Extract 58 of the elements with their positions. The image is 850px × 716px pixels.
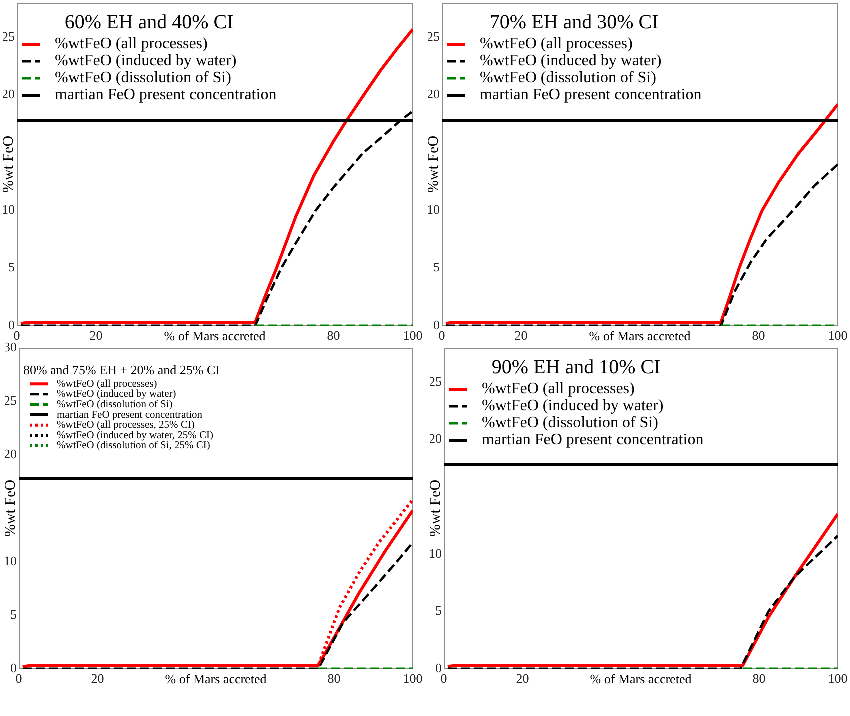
x-tick-label: 80 bbox=[752, 671, 766, 686]
y-axis-title: %wt FeO bbox=[0, 136, 17, 194]
y-tick-label: 0 bbox=[10, 660, 17, 676]
x-axis-title: % of Mars accreted bbox=[164, 328, 266, 344]
y-tick-label: 10 bbox=[429, 546, 442, 561]
legend-label: %wtFeO (dissolution of Si) bbox=[55, 70, 232, 87]
y-tick-label: 5 bbox=[8, 260, 15, 275]
legend-label: %wtFeO (all processes) bbox=[480, 36, 633, 53]
y-tick-label: 5 bbox=[434, 260, 440, 275]
x-axis-title: % of Mars accreted bbox=[165, 671, 268, 686]
x-tick-label: 20 bbox=[90, 328, 103, 344]
x-tick-label: 20 bbox=[514, 328, 528, 344]
y-tick-label: 0 bbox=[8, 317, 15, 332]
x-tick-label: 20 bbox=[516, 671, 530, 686]
y-axis-title: %wt FeO bbox=[428, 480, 444, 538]
y-tick-label: 5 bbox=[10, 606, 17, 622]
legend-label: martian FeO present concentration bbox=[57, 410, 204, 421]
line-series bbox=[444, 163, 838, 326]
legend-label: %wtFeO (dissolution of Si, 25% CI) bbox=[57, 440, 211, 452]
y-tick-label: 10 bbox=[4, 553, 17, 568]
y-tick-label: 0 bbox=[434, 317, 440, 332]
legend-label: %wtFeO (dissolution of Si) bbox=[480, 70, 656, 87]
legend-label: %wtFeO (induced by water) bbox=[57, 389, 177, 400]
legend-label: %wtFeO (dissolution of Si) bbox=[57, 400, 174, 410]
legend-label: %wtFeO (induced by water, 25% CI) bbox=[57, 430, 214, 442]
legend-label: %wtFeO (all processes, 25% CI) bbox=[57, 420, 196, 432]
x-tick-label: 80 bbox=[327, 328, 340, 344]
y-axis-title: %wt FeO bbox=[2, 480, 19, 538]
x-axis-title: % of Mars accreted bbox=[589, 328, 692, 344]
legend-label: %wtFeO (all processes) bbox=[57, 378, 158, 390]
legend-label: %wtFeO (dissolution of Si) bbox=[482, 414, 658, 432]
x-tick-label: 100 bbox=[828, 328, 848, 344]
y-tick-label: 0 bbox=[436, 660, 442, 676]
line-series bbox=[20, 110, 413, 326]
x-tick-label: 80 bbox=[328, 671, 341, 686]
y-axis-title: %wt FeO bbox=[426, 136, 442, 194]
line-series bbox=[22, 542, 413, 669]
y-tick-label: 10 bbox=[2, 202, 15, 218]
legend-label: %wtFeO (induced by water) bbox=[480, 52, 662, 70]
x-tick-label: 100 bbox=[403, 671, 423, 686]
legend-label: %wtFeO (all processes) bbox=[55, 36, 208, 53]
legend-label: martian FeO present concentration bbox=[55, 86, 277, 104]
legend-title: 70% EH and 30% CI bbox=[490, 11, 659, 34]
legend-title: 90% EH and 10% CI bbox=[492, 356, 661, 378]
x-tick-label: 100 bbox=[403, 328, 423, 344]
legend-label: martian FeO present concentration bbox=[482, 432, 704, 449]
y-tick-label: 5 bbox=[436, 603, 442, 618]
legend-title: 60% EH and 40% CI bbox=[64, 11, 234, 34]
x-axis-title: % of Mars accreted bbox=[590, 671, 692, 686]
legend-title: 80% and 75% EH + 20% and 25% CI bbox=[23, 362, 220, 378]
x-tick-label: 80 bbox=[752, 328, 766, 344]
x-tick-label: 20 bbox=[91, 671, 104, 686]
legend-label: %wtFeO (all processes) bbox=[482, 380, 635, 398]
legend-label: %wtFeO (induced by water) bbox=[55, 52, 237, 70]
y-tick-label: 10 bbox=[427, 202, 440, 218]
legend-label: %wtFeO (induced by water) bbox=[482, 398, 664, 415]
x-tick-label: 100 bbox=[828, 671, 848, 686]
legend-label: martian FeO present concentration bbox=[480, 86, 702, 104]
